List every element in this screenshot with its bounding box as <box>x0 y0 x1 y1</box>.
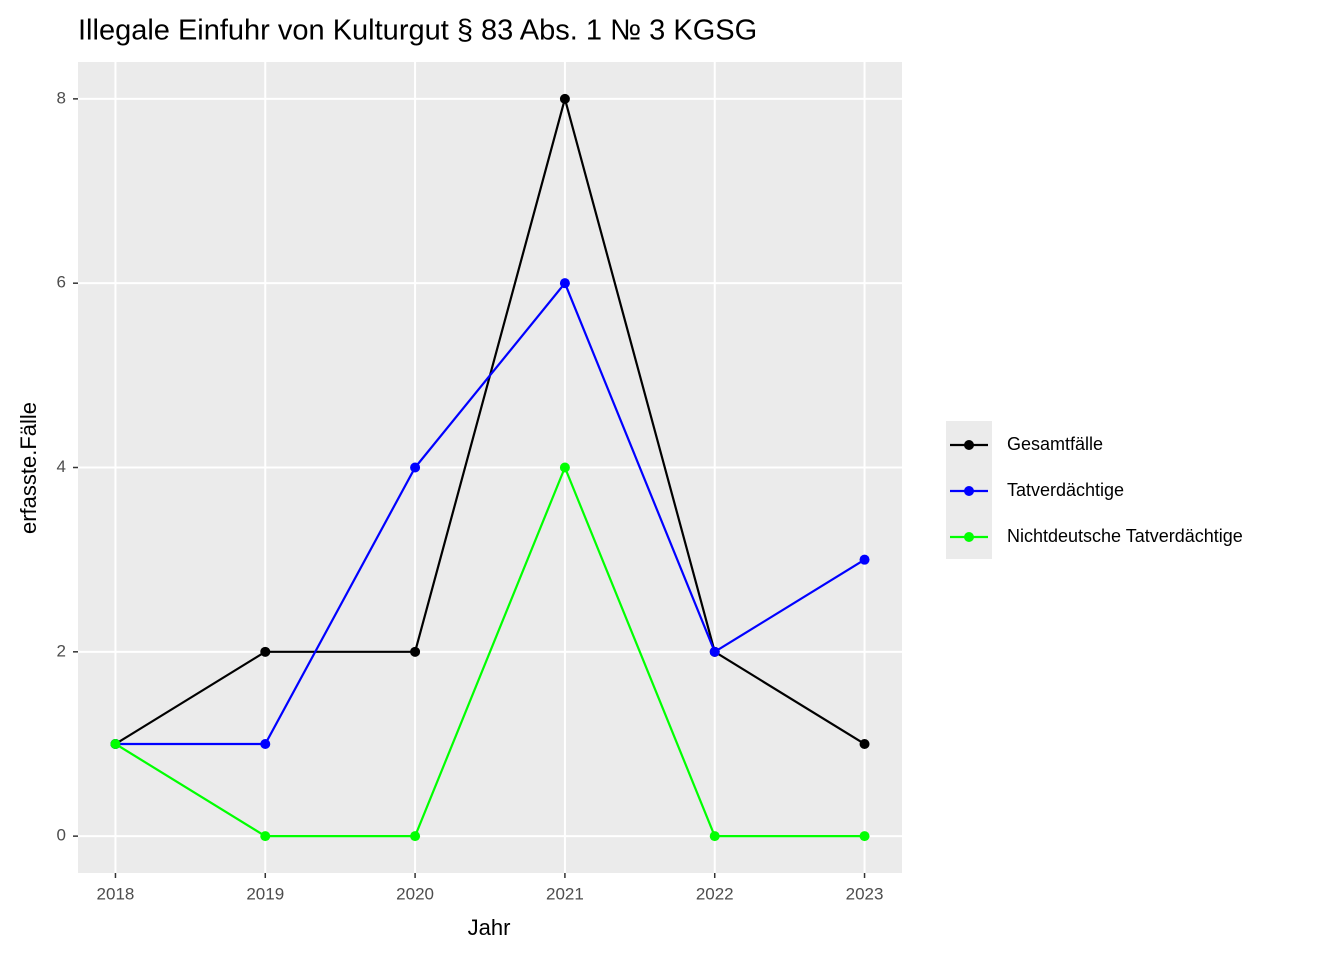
x-tick-label: 2022 <box>696 884 734 903</box>
data-point <box>859 554 870 565</box>
x-tick-label: 2021 <box>546 884 584 903</box>
x-tick-label: 2020 <box>396 884 434 903</box>
x-tick-label: 2023 <box>846 884 884 903</box>
data-point <box>110 738 121 749</box>
data-point <box>859 738 870 749</box>
data-point <box>260 646 271 657</box>
series-line <box>114 464 865 838</box>
legend-key-point <box>964 486 974 496</box>
y-tick-label: 2 <box>57 641 66 660</box>
y-tick-label: 0 <box>57 826 66 845</box>
chart-title: Illegale Einfuhr von Kulturgut § 83 Abs.… <box>78 15 757 47</box>
data-point <box>410 831 421 842</box>
legend-key-point <box>964 440 974 450</box>
series-line <box>115 281 866 746</box>
data-point <box>260 738 271 749</box>
data-point <box>559 462 570 473</box>
y-axis-label: erfasste.Fälle <box>16 402 41 534</box>
data-point <box>709 646 720 657</box>
legend-key-point <box>964 532 974 542</box>
data-point <box>559 93 570 104</box>
data-point <box>559 278 570 289</box>
y-tick-label: 6 <box>57 273 66 292</box>
legend-label: Gesamtfälle <box>1007 434 1103 454</box>
legend-label: Tatverdächtige <box>1007 480 1124 500</box>
y-tick-label: 8 <box>57 88 66 107</box>
data-point <box>859 831 870 842</box>
y-tick-label: 4 <box>57 457 66 476</box>
data-point <box>410 462 421 473</box>
x-tick-label: 2018 <box>97 884 135 903</box>
legend-label: Nichtdeutsche Tatverdächtige <box>1007 526 1243 546</box>
data-point <box>410 646 421 657</box>
data-point <box>709 831 720 842</box>
x-axis-label: Jahr <box>468 915 511 940</box>
data-point <box>260 831 271 842</box>
x-tick-label: 2019 <box>246 884 284 903</box>
